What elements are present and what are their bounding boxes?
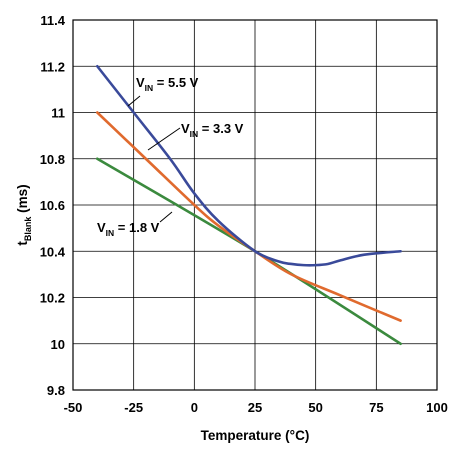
annotation-main-2: V xyxy=(97,220,106,235)
x-tick-label-0: -50 xyxy=(64,400,83,415)
y-tick-label-8: 11.4 xyxy=(40,13,65,28)
grid xyxy=(72,19,438,391)
y-axis-title-sub: Blank xyxy=(23,216,33,242)
annotation-leader-2 xyxy=(159,211,173,223)
svg-text:tBlank (ms): tBlank (ms) xyxy=(15,184,33,245)
plot-frame xyxy=(72,19,438,391)
x-tick-label-1: -25 xyxy=(124,400,143,415)
y-axis-title-main: t xyxy=(15,241,30,246)
annotation-main-0: V xyxy=(136,75,145,90)
x-tick-label-4: 50 xyxy=(308,400,322,415)
annotation-label-1: VIN = 3.3 V xyxy=(181,121,244,139)
x-tick-label-3: 25 xyxy=(248,400,262,415)
y-tick-label-2: 10.2 xyxy=(40,291,65,306)
y-tick-label-3: 10.4 xyxy=(40,244,66,259)
y-axis-title: tBlank (ms) xyxy=(15,184,33,245)
annotation-sub-2: IN xyxy=(106,228,115,238)
x-axis-title: Temperature (°C) xyxy=(201,428,310,443)
annotation-rest-0: = 5.5 V xyxy=(153,75,198,90)
y-tick-label-5: 10.8 xyxy=(40,152,65,167)
y-tick-labels: 9.8 10 10.2 10.4 10.6 10.8 11 11.2 11.4 xyxy=(40,13,66,398)
x-tick-label-5: 75 xyxy=(369,400,383,415)
annotation-rest-1: = 3.3 V xyxy=(198,121,243,136)
series-line-1 xyxy=(95,111,402,322)
annotation-main-1: V xyxy=(181,121,190,136)
annotation-leader-0 xyxy=(127,95,141,107)
y-tick-label-7: 11.2 xyxy=(40,59,65,74)
y-axis-title-rest: (ms) xyxy=(15,184,30,216)
series-group xyxy=(95,64,402,346)
y-tick-label-6: 11 xyxy=(51,106,65,121)
annotation-label-2: VIN = 1.8 V xyxy=(97,220,160,238)
x-tick-labels: -50 -25 0 25 50 75 100 xyxy=(64,400,448,415)
annotation-label-0: VIN = 5.5 V xyxy=(136,75,199,93)
x-tick-label-6: 100 xyxy=(426,400,448,415)
annotation-rest-2: = 1.8 V xyxy=(114,220,159,235)
annotation-sub-0: IN xyxy=(145,83,154,93)
x-tick-label-2: 0 xyxy=(191,400,198,415)
y-tick-label-4: 10.6 xyxy=(40,198,65,213)
annotation-leader-1 xyxy=(147,127,181,151)
y-tick-label-0: 9.8 xyxy=(47,383,65,398)
series-line-0 xyxy=(95,64,402,267)
y-tick-label-1: 10 xyxy=(51,337,65,352)
annotation-sub-1: IN xyxy=(190,129,199,139)
